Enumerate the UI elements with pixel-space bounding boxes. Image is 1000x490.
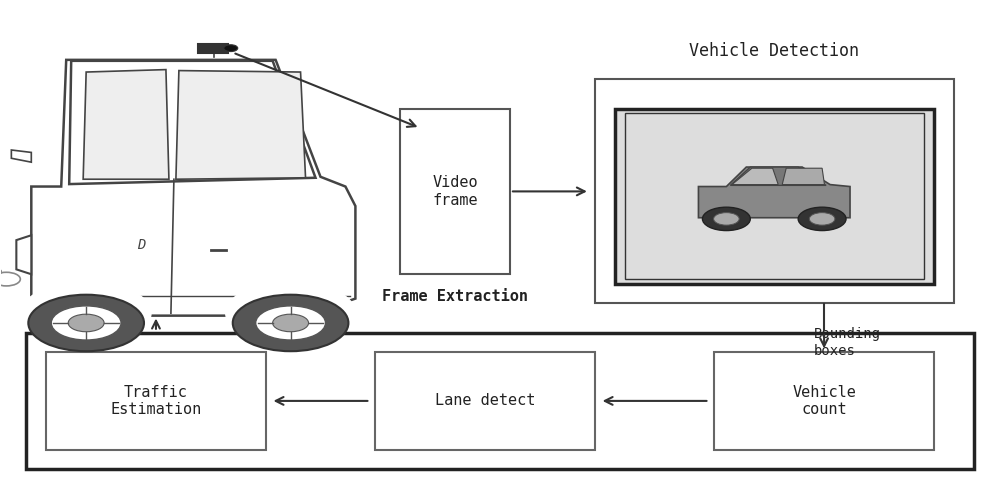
- Circle shape: [21, 282, 151, 345]
- Text: Lane detect: Lane detect: [435, 393, 535, 408]
- Circle shape: [233, 294, 348, 351]
- Polygon shape: [31, 60, 355, 316]
- Circle shape: [51, 306, 121, 340]
- Circle shape: [224, 45, 238, 51]
- Text: Vehicle
count: Vehicle count: [792, 385, 856, 417]
- FancyBboxPatch shape: [615, 109, 934, 284]
- FancyBboxPatch shape: [595, 79, 954, 303]
- Circle shape: [809, 213, 835, 225]
- Circle shape: [273, 314, 309, 332]
- Polygon shape: [11, 150, 31, 162]
- Polygon shape: [16, 235, 31, 274]
- Text: Frame Extraction: Frame Extraction: [382, 289, 528, 304]
- Text: D: D: [137, 238, 145, 252]
- Circle shape: [0, 267, 1, 277]
- Polygon shape: [176, 71, 306, 179]
- Polygon shape: [732, 168, 778, 185]
- Polygon shape: [83, 70, 169, 179]
- Polygon shape: [698, 167, 850, 218]
- Circle shape: [226, 282, 355, 345]
- FancyBboxPatch shape: [400, 109, 510, 274]
- FancyBboxPatch shape: [46, 352, 266, 450]
- Polygon shape: [730, 167, 826, 185]
- Circle shape: [0, 272, 20, 286]
- Circle shape: [798, 207, 846, 231]
- Text: Video
frame: Video frame: [432, 175, 478, 208]
- FancyBboxPatch shape: [26, 333, 974, 469]
- Circle shape: [714, 213, 739, 225]
- Text: Traffic
Estimation: Traffic Estimation: [110, 385, 202, 417]
- Polygon shape: [69, 61, 316, 184]
- Text: Vehicle Detection: Vehicle Detection: [689, 42, 859, 60]
- Circle shape: [28, 294, 144, 351]
- Circle shape: [68, 314, 104, 332]
- Polygon shape: [782, 168, 824, 185]
- FancyBboxPatch shape: [625, 114, 924, 279]
- Circle shape: [702, 207, 750, 231]
- Circle shape: [256, 306, 325, 340]
- FancyBboxPatch shape: [198, 44, 228, 52]
- FancyBboxPatch shape: [714, 352, 934, 450]
- FancyBboxPatch shape: [375, 352, 595, 450]
- Text: Bounding
boxes: Bounding boxes: [814, 327, 881, 358]
